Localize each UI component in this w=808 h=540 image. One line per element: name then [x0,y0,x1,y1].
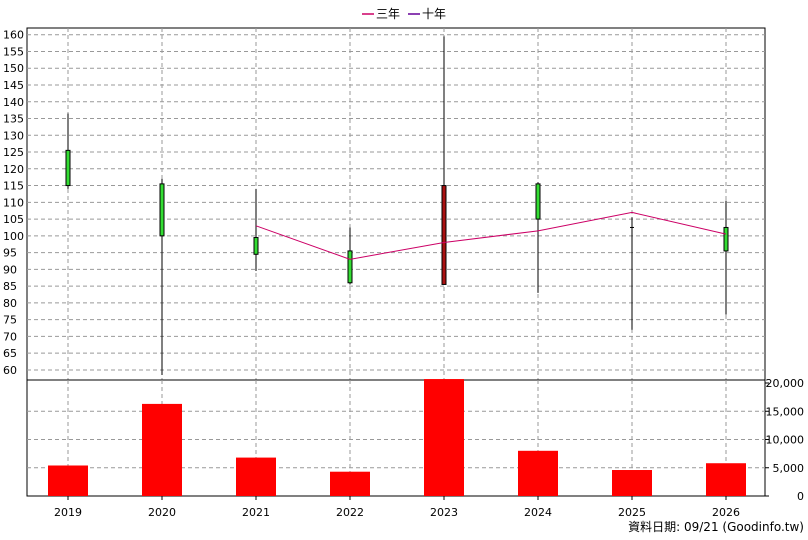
volume-plot-area [26,379,766,497]
candle [159,178,165,375]
volume-bar [236,457,276,496]
candle-body [347,250,353,284]
price-tick-label: 100 [3,230,24,243]
legend: 三年 十年 [362,7,446,21]
candle-body [253,237,259,255]
volume-tick-label: 20,000 [766,377,805,390]
candle-body [65,149,71,187]
candle [253,188,259,272]
price-plot-area [26,27,766,381]
volume-bar [330,471,370,496]
candle-body [723,226,729,252]
volume-panel: 0 5,000 10,000 15,000 20,000 [26,377,804,503]
candle [441,36,447,285]
price-tick-label: 90 [3,263,17,276]
candle [535,182,541,293]
price-tick-label: 130 [3,129,24,142]
x-tick-label: 2025 [618,506,646,519]
volume-tick-label: 0 [797,490,804,503]
volume-tick-label: 10,000 [766,434,805,447]
price-tick-label: 110 [3,196,24,209]
price-tick-label: 80 [3,297,17,310]
candle [347,227,353,285]
x-tick-label: 2020 [148,506,176,519]
x-tick-label: 2026 [712,506,740,519]
volume-bar [612,470,652,496]
volume-axis: 0 5,000 10,000 15,000 20,000 [765,377,804,503]
volume-bar [142,403,182,496]
x-axis: 2019 2020 2021 2022 2023 2024 2025 2026 [54,496,740,519]
volume-bar [48,465,88,496]
ma-line-3yr [255,211,727,260]
legend-label-3yr: 三年 [376,7,400,21]
price-panel: 60 65 70 75 80 85 90 95 100 105 110 115 120 125 130 135… [3,27,766,381]
candle-body [441,185,447,285]
price-tick-label: 115 [3,180,24,193]
price-tick-label: 85 [3,280,17,293]
x-tick-label: 2021 [242,506,270,519]
legend-label-10yr: 十年 [422,7,446,21]
x-tick-label: 2022 [336,506,364,519]
price-tick-label: 155 [3,45,24,58]
candle-body [535,183,541,220]
price-tick-label: 125 [3,146,24,159]
candles [65,36,729,375]
x-tick-label: 2019 [54,506,82,519]
moving-average-lines [255,211,727,260]
x-tick-label: 2023 [430,506,458,519]
price-tick-label: 150 [3,62,24,75]
price-tick-label: 120 [3,163,24,176]
price-axis: 60 65 70 75 80 85 90 95 100 105 110 115 120 125 130 135… [3,29,24,377]
candle [630,217,634,330]
candle [65,113,71,189]
price-tick-label: 135 [3,113,24,126]
price-tick-label: 145 [3,79,24,92]
price-tick-label: 140 [3,96,24,109]
candle-body [159,183,165,237]
volume-tick-label: 5,000 [773,462,805,475]
volume-bar [706,463,746,496]
price-tick-label: 95 [3,247,17,260]
x-tick-label: 2024 [524,506,552,519]
price-tick-label: 70 [3,330,17,343]
volume-tick-label: 15,000 [766,405,805,418]
price-tick-label: 160 [3,29,24,42]
price-tick-label: 105 [3,213,24,226]
footer-data-date: 資料日期: 09/21 (Goodinfo.tw) [628,520,804,534]
volume-bars [48,379,746,496]
price-tick-label: 75 [3,314,17,327]
price-tick-label: 65 [3,347,17,360]
price-tick-label: 60 [3,364,17,377]
volume-bar [424,379,464,496]
volume-bar [518,450,558,496]
candle [723,200,729,315]
